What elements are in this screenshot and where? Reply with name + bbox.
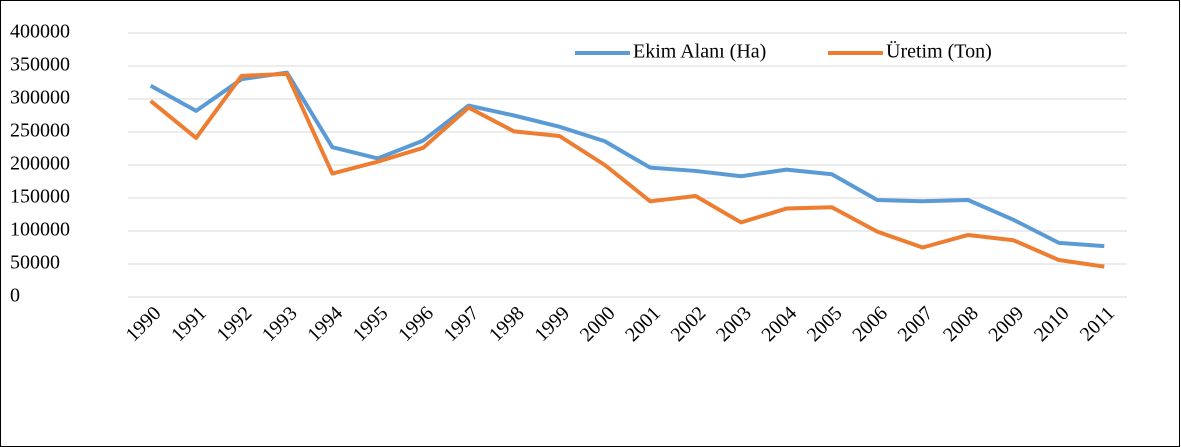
y-tick-label: 50000: [10, 252, 60, 274]
y-tick-label: 0: [10, 285, 20, 307]
series-line: [149, 70, 1105, 249]
series-line: [149, 71, 1105, 269]
y-tick-label: 200000: [10, 153, 70, 175]
y-tick-label: 100000: [10, 219, 70, 241]
y-tick-label: 250000: [10, 120, 70, 142]
legend-label: Ekim Alanı (Ha): [633, 41, 766, 63]
y-tick-label: 300000: [10, 87, 70, 109]
legend-label: Üretim (Ton): [886, 40, 992, 63]
y-tick-label: 400000: [10, 21, 70, 43]
y-tick-label: 350000: [10, 54, 70, 76]
y-tick-label: 150000: [10, 186, 70, 208]
